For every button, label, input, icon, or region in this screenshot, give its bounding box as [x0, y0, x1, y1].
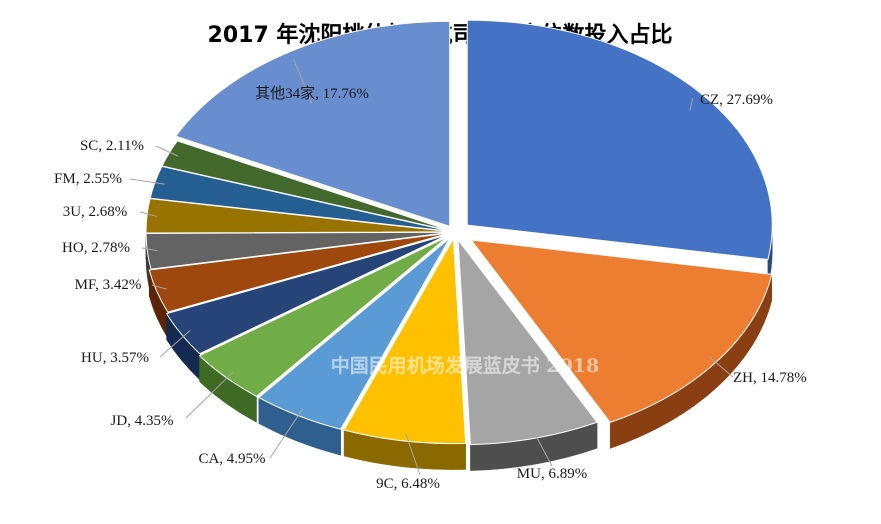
- data-label-3u: 3U, 2.68%: [63, 204, 128, 220]
- data-label-mu: MU, 6.89%: [517, 466, 587, 482]
- leader-line-ca: [269, 408, 304, 459]
- pie-slice-zh: [470, 239, 773, 423]
- leader-line-sc: [155, 145, 179, 157]
- watermark: 中国民用机场发展蓝皮书 2018: [331, 354, 600, 377]
- pie-slice-9c: [343, 236, 467, 445]
- pie-slice-hu: [165, 234, 449, 355]
- leader-lines: [129, 58, 734, 476]
- data-label-ho: HO, 2.78%: [62, 240, 130, 256]
- leader-line-3u: [139, 211, 158, 217]
- pie-slice-ho: [145, 231, 452, 270]
- leader-line-ho: [141, 247, 158, 252]
- leader-line-9c: [405, 432, 421, 476]
- leader-line-fm: [129, 178, 165, 185]
- pie-slice-mu: [457, 238, 598, 446]
- data-label-sc: SC, 2.11%: [80, 138, 144, 154]
- leader-line-34: [293, 58, 313, 105]
- data-label-34: 其他34家, 17.76%: [255, 85, 369, 102]
- data-label-zh: ZH, 14.78%: [733, 370, 807, 386]
- leader-line-jd: [185, 371, 234, 419]
- data-label-cz: CZ, 27.69%: [700, 92, 773, 108]
- leader-line-hu: [159, 330, 191, 358]
- pie-slice-34: [174, 20, 451, 227]
- data-label-hu: HU, 3.57%: [81, 350, 149, 366]
- data-labels: CZ, 27.69% ZH, 14.78% MU, 6.89% 9C, 6.48% CA…: [54, 85, 807, 492]
- data-label-ca: CA, 4.95%: [198, 451, 265, 467]
- pie-slice-cz: [466, 19, 773, 261]
- pie-slice-jd: [198, 236, 449, 397]
- data-label-fm: FM, 2.55%: [54, 171, 122, 187]
- pie-slices: [145, 19, 773, 471]
- data-label-mf: MF, 3.42%: [75, 277, 142, 293]
- leader-line-cz: [689, 97, 694, 111]
- pie-slice-mf: [148, 232, 450, 313]
- leader-line-mf: [151, 284, 167, 290]
- data-label-9c: 9C, 6.48%: [376, 476, 440, 492]
- leader-line-zh: [708, 356, 734, 378]
- leader-line-mu: [532, 430, 553, 467]
- data-label-jd: JD, 4.35%: [111, 413, 174, 429]
